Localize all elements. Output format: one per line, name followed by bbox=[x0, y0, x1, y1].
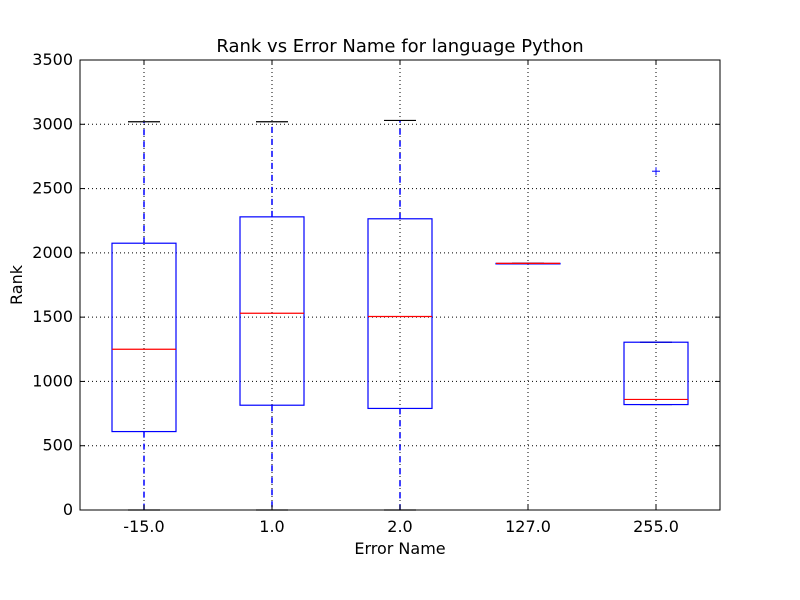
y-axis-label: Rank bbox=[7, 264, 26, 305]
chart-title: Rank vs Error Name for language Python bbox=[216, 36, 583, 57]
x-tick-label: 127.0 bbox=[505, 517, 551, 536]
x-axis-label: Error Name bbox=[354, 539, 445, 558]
y-tick-label: 2500 bbox=[32, 179, 73, 198]
box-body bbox=[111, 242, 177, 433]
y-tick-label: 3000 bbox=[32, 114, 73, 133]
y-tick-label: 1500 bbox=[32, 307, 73, 326]
box-body bbox=[239, 216, 305, 406]
box-body bbox=[367, 218, 433, 410]
y-tick-label: 2000 bbox=[32, 243, 73, 262]
y-tick-label: 500 bbox=[42, 436, 73, 455]
x-tick-label: 2.0 bbox=[387, 517, 412, 536]
x-tick-label: 255.0 bbox=[633, 517, 679, 536]
y-tick-label: 3500 bbox=[32, 50, 73, 69]
x-tick-label: -15.0 bbox=[123, 517, 164, 536]
x-tick-label: 1.0 bbox=[259, 517, 284, 536]
y-tick-label: 1000 bbox=[32, 371, 73, 390]
box-body bbox=[623, 341, 689, 406]
axis-ticks: 0 500 1000 1500 2000 2500 3000 3500 -15.0 1.0 2.0 1… bbox=[32, 50, 720, 536]
y-tick-label: 0 bbox=[63, 500, 73, 519]
